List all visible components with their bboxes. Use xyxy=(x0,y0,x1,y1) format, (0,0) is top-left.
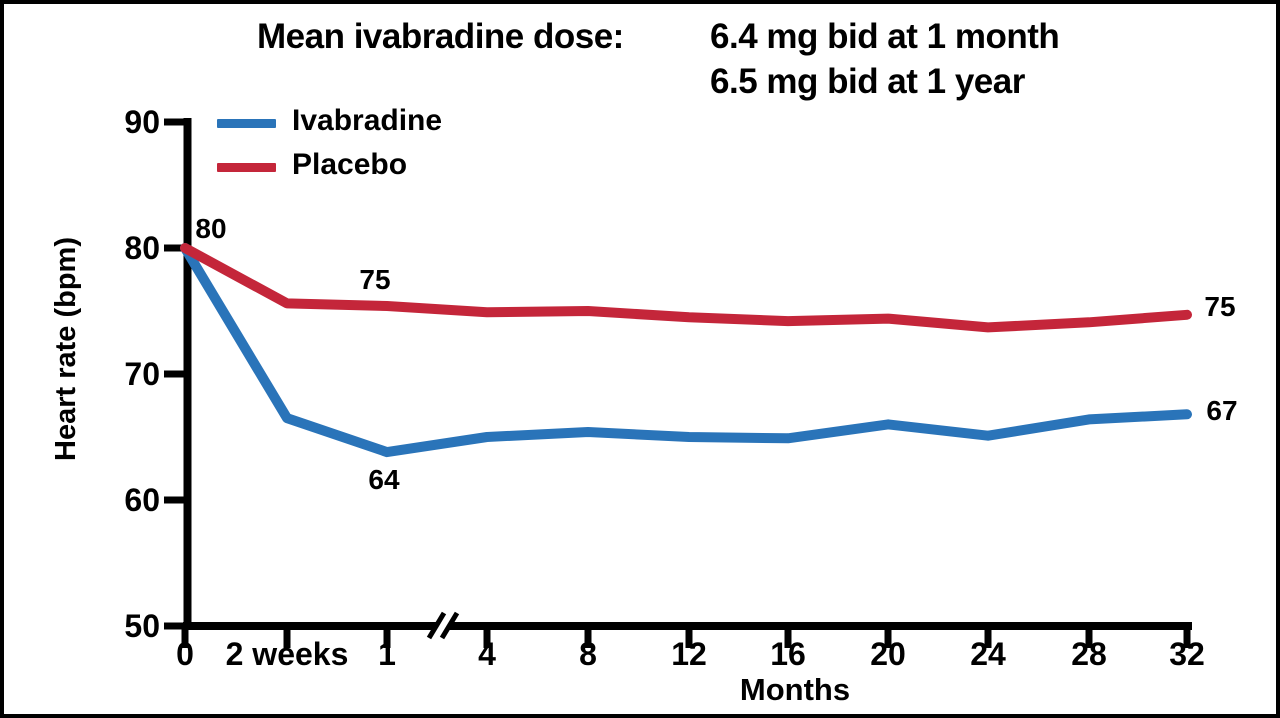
x-tick-label: 2 weeks xyxy=(226,636,349,672)
data-label-baseline-80: 80 xyxy=(195,213,227,244)
x-tick-label: 28 xyxy=(1071,636,1107,672)
data-label-placebo-1month-75: 75 xyxy=(359,264,391,295)
legend-label-placebo: Placebo xyxy=(292,148,408,181)
x-tick-label: 16 xyxy=(770,636,806,672)
chart-title-dose-1year: 6.5 mg bid at 1 year xyxy=(710,62,1025,101)
x-tick-label: 32 xyxy=(1169,636,1205,672)
axis-break-slash xyxy=(426,611,447,640)
legend-swatch-ivabradine xyxy=(217,119,276,128)
y-tick-label: 90 xyxy=(124,104,160,140)
x-tick-label: 12 xyxy=(671,636,707,672)
axis-break-gap xyxy=(428,608,456,642)
y-tick-label: 80 xyxy=(124,230,160,266)
chart-plot: 90 80 70 60 50 0 2 weeks 1 4 8 12 16 20 24 28 32 Months xyxy=(124,104,1205,707)
legend-swatch-placebo xyxy=(217,163,276,172)
axis-break-slash xyxy=(439,611,460,640)
x-tick-label: 24 xyxy=(970,636,1006,672)
chart-title-dose-1month: 6.4 mg bid at 1 month xyxy=(710,17,1060,56)
series-line-ivabradine xyxy=(180,243,1192,458)
series-line-placebo xyxy=(180,243,1192,333)
y-tick-label: 70 xyxy=(124,356,160,392)
data-label-ivabradine-end-67: 67 xyxy=(1206,395,1238,426)
data-label-placebo-end-75: 75 xyxy=(1204,291,1236,322)
x-axis-title: Months xyxy=(740,672,850,707)
legend-label-ivabradine: Ivabradine xyxy=(292,104,443,137)
x-tick-label: 4 xyxy=(478,636,496,672)
chart-title-label: Mean ivabradine dose: xyxy=(257,17,624,56)
x-tick-label: 0 xyxy=(176,636,194,672)
y-tick-label: 50 xyxy=(124,608,160,644)
y-tick-label: 60 xyxy=(124,482,160,518)
x-tick-label: 8 xyxy=(579,636,597,672)
x-tick-label: 20 xyxy=(870,636,906,672)
x-tick-label: 1 xyxy=(378,636,396,672)
data-label-ivabradine-1month-64: 64 xyxy=(368,464,400,495)
